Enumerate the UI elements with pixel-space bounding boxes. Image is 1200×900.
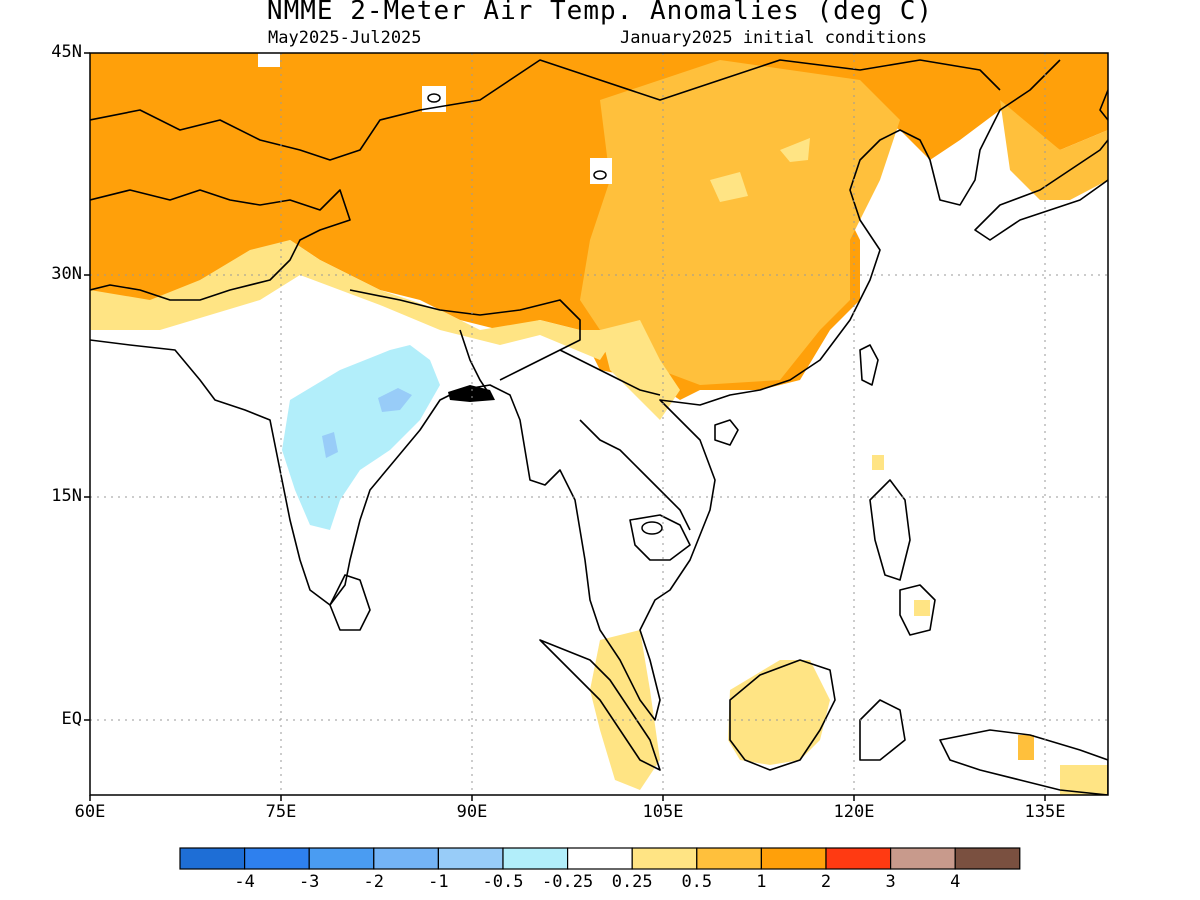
lon-label-135e: 135E (1024, 802, 1066, 822)
lat-label-45n: 45N (51, 42, 82, 62)
warm-anomaly-north (90, 53, 1108, 420)
map-title: NMME 2-Meter Air Temp. Anomalies (deg C) (266, 0, 934, 26)
legend-label: 2 (820, 872, 832, 892)
legend-swatch (696, 847, 762, 870)
axis-ticks (84, 52, 1046, 801)
legend-label: -4 (234, 872, 255, 892)
legend-label: -2 (363, 872, 385, 892)
legend-swatch (631, 847, 698, 870)
map-frame (89, 52, 1109, 796)
lakes (427, 93, 663, 535)
lon-label-120e: 120E (833, 802, 875, 822)
lon-label-60e: 60E (74, 802, 106, 822)
legend-swatch (825, 847, 892, 870)
legend-label: -1 (428, 872, 449, 892)
legend-swatch (244, 847, 310, 870)
cool-anomaly-india (282, 345, 440, 530)
legend-label: -0.25 (542, 872, 594, 892)
lat-label-30n: 30N (51, 264, 82, 284)
legend-swatch (437, 847, 504, 870)
legend-label: 0.5 (681, 872, 713, 892)
legend-label: 4 (950, 872, 961, 892)
legend-swatch (502, 847, 569, 870)
legend-label: -0.5 (482, 872, 524, 892)
legend-label: 3 (885, 872, 896, 892)
legend-swatch (566, 847, 633, 870)
legend-label: -3 (298, 872, 320, 892)
lon-label-75e: 75E (265, 802, 297, 822)
legend-swatch (179, 847, 246, 870)
legend-swatch (889, 847, 956, 870)
legend-label: 1 (756, 872, 767, 892)
bangladesh-delta (448, 385, 495, 402)
lat-label-15n: 15N (51, 486, 82, 506)
legend-colorbar (179, 847, 1021, 870)
lat-lon-grid (90, 53, 1108, 795)
lat-label-eq: EQ (61, 709, 82, 729)
lon-label-105e: 105E (642, 802, 684, 822)
warm-anomaly-south (590, 455, 1108, 795)
legend-swatch (760, 847, 827, 870)
initial-conditions: January2025 initial conditions (620, 28, 928, 48)
legend-swatch (954, 847, 1021, 870)
lon-label-90e: 90E (456, 802, 488, 822)
forecast-period: May2025-Jul2025 (268, 28, 422, 48)
legend-swatch (373, 847, 439, 870)
legend-swatch (308, 847, 375, 870)
legend-label: 0.25 (611, 872, 653, 892)
